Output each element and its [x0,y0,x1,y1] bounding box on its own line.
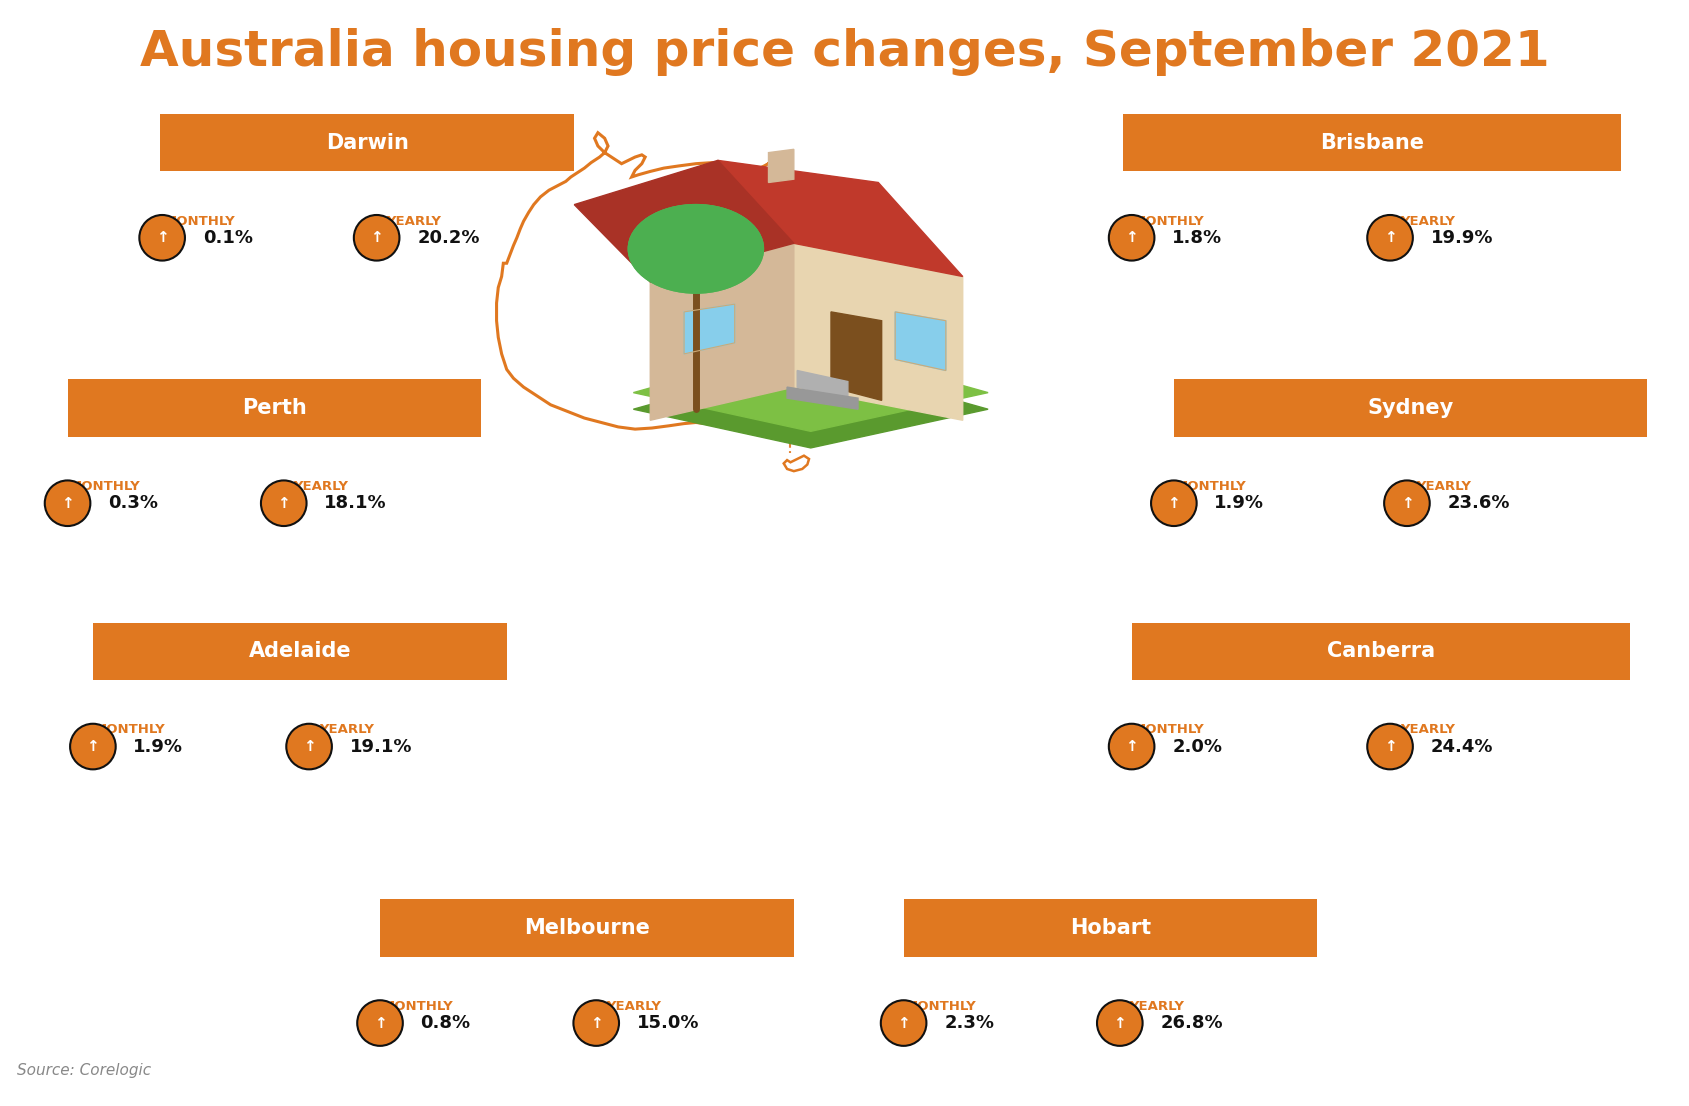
Text: Melbourne: Melbourne [524,918,650,938]
Text: 0.1%: 0.1% [203,229,253,247]
Polygon shape [831,312,882,400]
Polygon shape [633,359,988,448]
Text: 19.1%: 19.1% [350,738,412,755]
Text: 0.8%: 0.8% [421,1014,471,1032]
Text: MONTHLY: MONTHLY [1133,215,1204,228]
Ellipse shape [1150,480,1196,526]
Text: 20.2%: 20.2% [417,229,480,247]
Polygon shape [787,387,858,409]
Text: YEARLY: YEARLY [606,1000,660,1013]
Text: 1.8%: 1.8% [1172,229,1223,247]
Ellipse shape [1108,215,1154,261]
Ellipse shape [358,1000,402,1046]
Text: ↑: ↑ [277,495,291,511]
FancyBboxPatch shape [1123,114,1621,171]
Ellipse shape [355,215,399,261]
Ellipse shape [285,723,331,770]
Text: 15.0%: 15.0% [637,1014,699,1032]
Text: ↑: ↑ [155,230,169,246]
Polygon shape [794,243,963,420]
Polygon shape [650,243,794,420]
Ellipse shape [71,723,115,770]
Text: MONTHLY: MONTHLY [164,215,235,228]
Text: ↑: ↑ [1383,230,1397,246]
Ellipse shape [1098,1000,1142,1046]
Polygon shape [895,312,946,371]
Text: Sydney: Sydney [1366,398,1454,418]
Text: MONTHLY: MONTHLY [1133,723,1204,737]
Ellipse shape [573,1000,618,1046]
Text: MONTHLY: MONTHLY [905,1000,976,1013]
Text: Canberra: Canberra [1326,641,1436,661]
Text: 23.6%: 23.6% [1447,494,1510,512]
Text: Adelaide: Adelaide [248,641,351,661]
Text: ↑: ↑ [1400,495,1414,511]
FancyBboxPatch shape [68,379,481,437]
FancyBboxPatch shape [93,623,507,680]
Text: ↑: ↑ [370,230,383,246]
Ellipse shape [1366,215,1412,261]
Text: Brisbane: Brisbane [1321,133,1424,153]
FancyBboxPatch shape [904,899,1317,957]
Text: ↑: ↑ [1383,739,1397,754]
Text: 0.3%: 0.3% [108,494,159,512]
Ellipse shape [882,1000,927,1046]
Text: YEARLY: YEARLY [1400,215,1454,228]
Ellipse shape [260,480,306,526]
Text: Darwin: Darwin [326,133,409,153]
FancyBboxPatch shape [1132,623,1630,680]
Text: 24.4%: 24.4% [1431,738,1493,755]
Text: Source: Corelogic: Source: Corelogic [17,1063,150,1078]
Text: ↑: ↑ [373,1015,387,1031]
FancyBboxPatch shape [380,899,794,957]
Polygon shape [768,149,794,182]
Text: YEARLY: YEARLY [1130,1000,1184,1013]
Text: 2.0%: 2.0% [1172,738,1223,755]
Text: Australia housing price changes, September 2021: Australia housing price changes, Septemb… [140,28,1549,75]
FancyBboxPatch shape [1174,379,1647,437]
Text: 26.8%: 26.8% [1160,1014,1223,1032]
Ellipse shape [138,215,186,261]
Text: YEARLY: YEARLY [1417,480,1471,493]
Text: MONTHLY: MONTHLY [382,1000,453,1013]
Text: 1.9%: 1.9% [1214,494,1265,512]
Circle shape [628,205,763,293]
Ellipse shape [44,480,91,526]
Text: MONTHLY: MONTHLY [69,480,140,493]
Text: ↑: ↑ [302,739,316,754]
Ellipse shape [1366,723,1412,770]
Text: YEARLY: YEARLY [294,480,348,493]
Text: ↑: ↑ [61,495,74,511]
Text: ↑: ↑ [86,739,100,754]
Polygon shape [684,304,735,354]
Text: Perth: Perth [242,398,307,418]
Polygon shape [633,343,988,431]
Text: ↑: ↑ [1113,1015,1127,1031]
Text: ↑: ↑ [897,1015,910,1031]
Text: 1.9%: 1.9% [133,738,184,755]
Text: ↑: ↑ [589,1015,603,1031]
Text: MONTHLY: MONTHLY [1176,480,1246,493]
Text: YEARLY: YEARLY [1400,723,1454,737]
Ellipse shape [1383,480,1429,526]
Polygon shape [718,160,963,276]
Text: Hobart: Hobart [1069,918,1152,938]
Text: ↑: ↑ [1167,495,1181,511]
Polygon shape [797,371,848,398]
Circle shape [628,205,763,293]
Text: YEARLY: YEARLY [387,215,441,228]
Text: 2.3%: 2.3% [944,1014,995,1032]
Polygon shape [574,160,794,282]
Ellipse shape [1108,723,1154,770]
Text: ↑: ↑ [1125,739,1138,754]
FancyBboxPatch shape [160,114,574,171]
Text: MONTHLY: MONTHLY [95,723,166,737]
Text: YEARLY: YEARLY [319,723,373,737]
Text: 19.9%: 19.9% [1431,229,1493,247]
Text: 18.1%: 18.1% [324,494,387,512]
Text: ↑: ↑ [1125,230,1138,246]
